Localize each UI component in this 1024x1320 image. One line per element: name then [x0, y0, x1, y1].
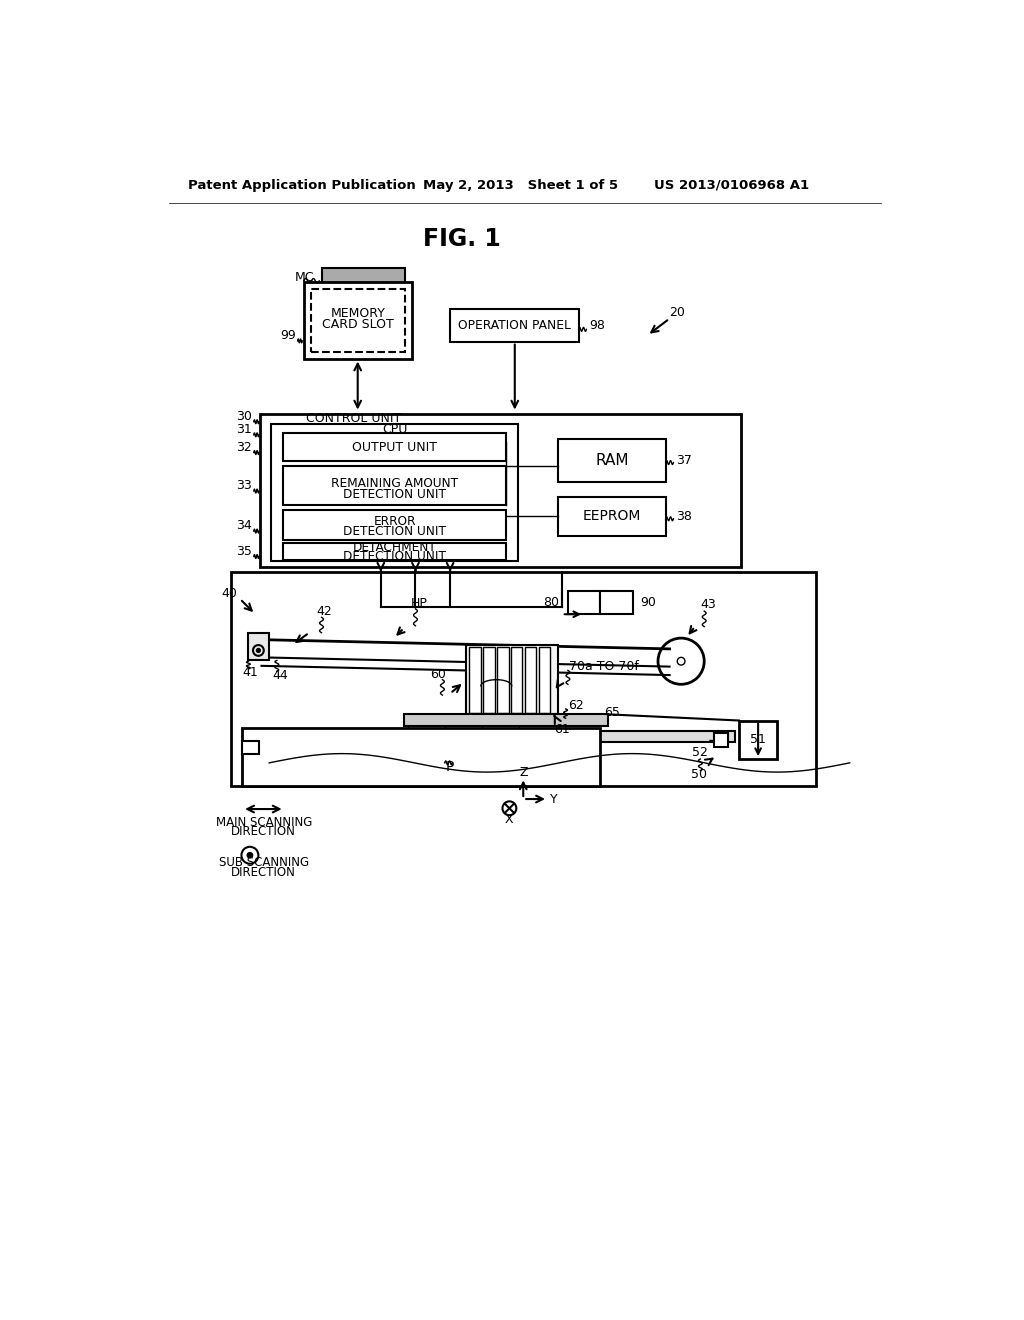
Text: 51: 51	[751, 733, 766, 746]
Bar	[403, 714, 608, 726]
Text: P: P	[445, 760, 455, 774]
Text: 61: 61	[554, 723, 569, 737]
Bar	[283, 544, 506, 561]
Text: 30: 30	[237, 409, 252, 422]
Bar	[322, 268, 404, 284]
Text: 41: 41	[242, 667, 258, 680]
Text: 32: 32	[237, 441, 252, 454]
Bar	[568, 591, 600, 614]
Text: DETECTION UNIT: DETECTION UNIT	[343, 550, 446, 564]
Text: SUB SCANNING: SUB SCANNING	[219, 857, 309, 870]
Text: Patent Application Publication: Patent Application Publication	[188, 178, 416, 191]
Text: 62: 62	[568, 698, 584, 711]
Text: 20: 20	[670, 306, 685, 319]
Text: DETECTION UNIT: DETECTION UNIT	[343, 525, 446, 539]
Bar	[558, 498, 666, 536]
Text: 40: 40	[221, 587, 237, 601]
Text: 37: 37	[677, 454, 692, 467]
Bar	[243, 741, 259, 755]
Bar	[466, 645, 558, 714]
Bar	[600, 591, 633, 614]
Text: 31: 31	[237, 422, 252, 436]
Text: 52: 52	[692, 746, 709, 759]
Text: DIRECTION: DIRECTION	[231, 825, 296, 838]
Text: 80: 80	[543, 597, 559, 610]
Bar	[304, 281, 412, 359]
Bar	[739, 721, 777, 759]
Bar	[271, 424, 518, 561]
Bar	[230, 572, 816, 785]
Text: CARD SLOT: CARD SLOT	[322, 318, 393, 331]
Text: 33: 33	[237, 479, 252, 492]
Text: 90: 90	[640, 597, 656, 610]
Bar	[524, 647, 537, 713]
Text: US 2013/0106968 A1: US 2013/0106968 A1	[654, 178, 809, 191]
Bar	[511, 647, 522, 713]
Text: 44: 44	[272, 669, 289, 682]
Text: ERROR: ERROR	[374, 515, 416, 528]
Bar	[469, 647, 481, 713]
Text: Y: Y	[550, 792, 558, 805]
Bar	[248, 634, 269, 660]
Text: 42: 42	[316, 605, 333, 618]
Bar	[283, 433, 506, 461]
Bar	[483, 647, 495, 713]
Text: HP: HP	[411, 597, 428, 610]
Bar	[260, 414, 741, 566]
Text: OUTPUT UNIT: OUTPUT UNIT	[352, 441, 437, 454]
Text: 50: 50	[691, 768, 707, 781]
Text: MC: MC	[295, 271, 314, 284]
Text: FIG. 1: FIG. 1	[423, 227, 501, 251]
Text: May 2, 2013   Sheet 1 of 5: May 2, 2013 Sheet 1 of 5	[423, 178, 618, 191]
Text: 60: 60	[431, 668, 446, 681]
Text: Z: Z	[519, 766, 527, 779]
Text: 43: 43	[700, 598, 716, 611]
Text: 34: 34	[237, 519, 252, 532]
Text: EEPROM: EEPROM	[583, 510, 641, 524]
Text: OPERATION PANEL: OPERATION PANEL	[459, 319, 571, 333]
Text: REMAINING AMOUNT: REMAINING AMOUNT	[331, 477, 458, 490]
Text: 98: 98	[590, 319, 605, 333]
Text: MEMORY: MEMORY	[331, 308, 385, 321]
Text: DETECTION UNIT: DETECTION UNIT	[343, 487, 446, 500]
Text: 70a TO 70f: 70a TO 70f	[569, 660, 639, 673]
Text: DETACHMENT: DETACHMENT	[352, 541, 436, 554]
Bar	[310, 289, 404, 352]
Bar	[403, 731, 735, 742]
Text: CONTROL UNIT: CONTROL UNIT	[306, 412, 401, 425]
Text: 65: 65	[604, 706, 620, 719]
Text: DIRECTION: DIRECTION	[231, 866, 296, 879]
Bar	[283, 510, 506, 540]
Circle shape	[256, 648, 260, 652]
Bar	[243, 729, 600, 785]
Text: MAIN SCANNING: MAIN SCANNING	[216, 816, 312, 829]
Bar	[283, 466, 506, 506]
Bar	[497, 647, 509, 713]
Bar	[714, 733, 728, 747]
Circle shape	[247, 853, 253, 858]
Text: RAM: RAM	[595, 453, 629, 467]
Text: CPU: CPU	[382, 422, 408, 436]
Bar	[451, 309, 579, 342]
Text: X: X	[505, 813, 514, 825]
Text: 99: 99	[281, 329, 296, 342]
Text: 35: 35	[237, 545, 252, 557]
Bar	[539, 647, 550, 713]
Bar	[558, 440, 666, 482]
Text: 38: 38	[677, 510, 692, 523]
